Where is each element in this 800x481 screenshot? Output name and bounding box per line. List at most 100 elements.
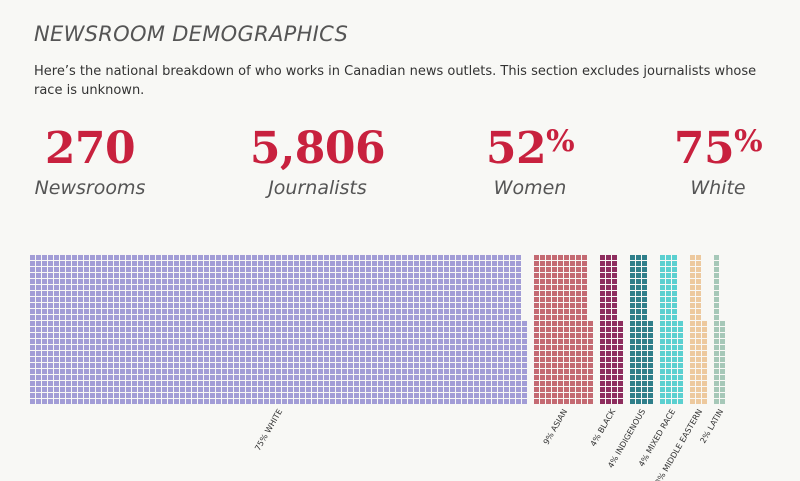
- waffle-cell: [456, 309, 461, 314]
- waffle-cell: [612, 291, 617, 296]
- waffle-cell: [42, 255, 47, 260]
- waffle-cell: [156, 363, 161, 368]
- waffle-cell: [378, 387, 383, 392]
- waffle-cell: [498, 315, 503, 320]
- waffle-cell: [384, 309, 389, 314]
- waffle-cell: [264, 333, 269, 338]
- waffle-cell: [312, 327, 317, 332]
- waffle-cell: [564, 261, 569, 266]
- waffle-cell: [144, 255, 149, 260]
- waffle-cell: [330, 387, 335, 392]
- waffle-cell: [438, 357, 443, 362]
- waffle-cell: [72, 315, 77, 320]
- waffle-cell: [666, 339, 671, 344]
- waffle-cell: [414, 381, 419, 386]
- waffle-cell: [222, 255, 227, 260]
- waffle-cell: [252, 351, 257, 356]
- waffle-cell: [186, 309, 191, 314]
- waffle-cell: [234, 261, 239, 266]
- waffle-cell: [282, 303, 287, 308]
- waffle-cell: [330, 327, 335, 332]
- waffle-cell: [330, 279, 335, 284]
- waffle-cell: [120, 297, 125, 302]
- waffle-cell: [564, 393, 569, 398]
- waffle-cell: [450, 309, 455, 314]
- waffle-cell: [216, 267, 221, 272]
- waffle-cell: [78, 297, 83, 302]
- waffle-cell: [294, 333, 299, 338]
- waffle-cell: [186, 315, 191, 320]
- waffle-cell: [108, 345, 113, 350]
- waffle-cell: [228, 375, 233, 380]
- waffle-cell: [564, 363, 569, 368]
- waffle-cell: [78, 309, 83, 314]
- waffle-cell: [318, 279, 323, 284]
- waffle-cell: [150, 267, 155, 272]
- waffle-cell: [696, 339, 701, 344]
- waffle-cell: [690, 369, 695, 374]
- waffle-cell: [636, 363, 641, 368]
- waffle-cell: [210, 357, 215, 362]
- waffle-cell: [150, 387, 155, 392]
- waffle-cell: [312, 333, 317, 338]
- waffle-cell: [252, 363, 257, 368]
- waffle-cell: [234, 369, 239, 374]
- waffle-cell: [504, 357, 509, 362]
- waffle-cell: [408, 369, 413, 374]
- waffle-cell: [486, 309, 491, 314]
- waffle-cell: [180, 285, 185, 290]
- waffle-cell: [702, 351, 707, 356]
- waffle-cell: [402, 309, 407, 314]
- waffle-cell: [72, 267, 77, 272]
- waffle-cell: [300, 303, 305, 308]
- waffle-cell: [354, 279, 359, 284]
- waffle-cell: [342, 375, 347, 380]
- waffle-cell: [42, 285, 47, 290]
- waffle-cell: [492, 375, 497, 380]
- waffle-cell: [504, 345, 509, 350]
- waffle-cell: [336, 363, 341, 368]
- waffle-cell: [66, 393, 71, 398]
- waffle-cell: [96, 363, 101, 368]
- waffle-cell: [60, 381, 65, 386]
- waffle-cell: [648, 369, 653, 374]
- waffle-cell: [66, 357, 71, 362]
- waffle-cell: [690, 267, 695, 272]
- waffle-cell: [114, 309, 119, 314]
- waffle-cell: [288, 315, 293, 320]
- waffle-cell: [204, 273, 209, 278]
- waffle-cell: [360, 321, 365, 326]
- waffle-cell: [72, 399, 77, 404]
- waffle-cell: [324, 333, 329, 338]
- waffle-cell: [150, 315, 155, 320]
- waffle-cell: [456, 255, 461, 260]
- waffle-cell: [636, 321, 641, 326]
- waffle-cell: [702, 327, 707, 332]
- waffle-cell: [180, 333, 185, 338]
- waffle-cell: [492, 267, 497, 272]
- waffle-cell: [582, 357, 587, 362]
- waffle-cell: [408, 297, 413, 302]
- waffle-cell: [66, 387, 71, 392]
- waffle-cell: [312, 273, 317, 278]
- waffle-cell: [42, 291, 47, 296]
- waffle-cell: [60, 267, 65, 272]
- waffle-cell: [300, 369, 305, 374]
- waffle-cell: [372, 279, 377, 284]
- waffle-cell: [480, 291, 485, 296]
- waffle-cell: [612, 345, 617, 350]
- waffle-cell: [336, 279, 341, 284]
- waffle-cell: [552, 381, 557, 386]
- waffle-cell: [120, 375, 125, 380]
- waffle-cell: [582, 297, 587, 302]
- waffle-cell: [54, 369, 59, 374]
- waffle-cell: [480, 267, 485, 272]
- waffle-cell: [450, 279, 455, 284]
- waffle-cell: [264, 351, 269, 356]
- waffle-cell: [156, 351, 161, 356]
- waffle-cell: [618, 321, 623, 326]
- waffle-cell: [372, 333, 377, 338]
- waffle-cell: [456, 285, 461, 290]
- waffle-cell: [126, 297, 131, 302]
- waffle-cell: [390, 351, 395, 356]
